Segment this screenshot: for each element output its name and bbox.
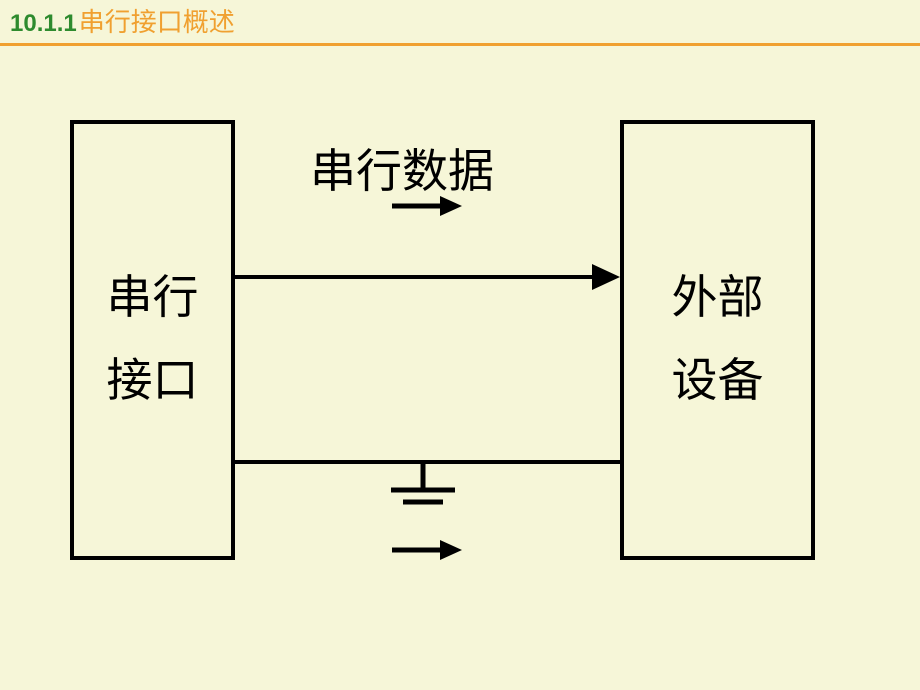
serial-interface-diagram: 串行 接口 外部 设备 串行数据	[0, 40, 920, 690]
section-title: 串行接口概述	[79, 2, 235, 39]
small-arrow-top-head	[440, 196, 462, 216]
section-number: 10.1.1	[10, 10, 77, 38]
edge-data-arrowhead	[592, 264, 620, 290]
diagram-connectors	[0, 40, 920, 690]
small-arrow-bottom-head	[440, 540, 462, 560]
